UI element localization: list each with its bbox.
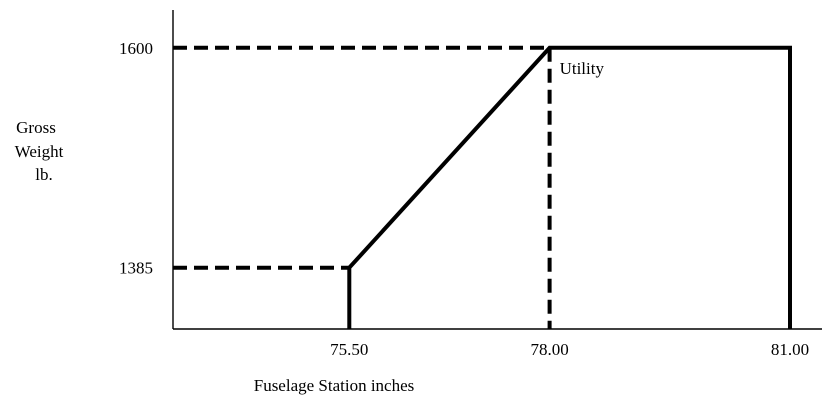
series <box>347 45 792 329</box>
y-axis-title-line: Weight <box>15 142 64 161</box>
envelope-series-line-1 <box>347 45 792 329</box>
x-tick-label: 81.00 <box>771 340 809 359</box>
y-axis-title-line: lb. <box>35 165 52 184</box>
labels: 75.50 78.00 81.00 1385 1600 Fuselage Station … <box>15 39 809 395</box>
y-tick-label: 1600 <box>119 39 153 58</box>
x-axis-title: Fuselage Station inches <box>254 376 415 395</box>
annotation-label: Utility <box>560 59 605 78</box>
x-tick-label: 75.50 <box>330 340 368 359</box>
y-tick-label: 1385 <box>119 259 153 278</box>
y-axis-title-line: Gross <box>16 118 56 137</box>
axes <box>172 10 822 330</box>
x-tick-label: 78.00 <box>530 340 568 359</box>
reference-lines <box>173 45 552 329</box>
